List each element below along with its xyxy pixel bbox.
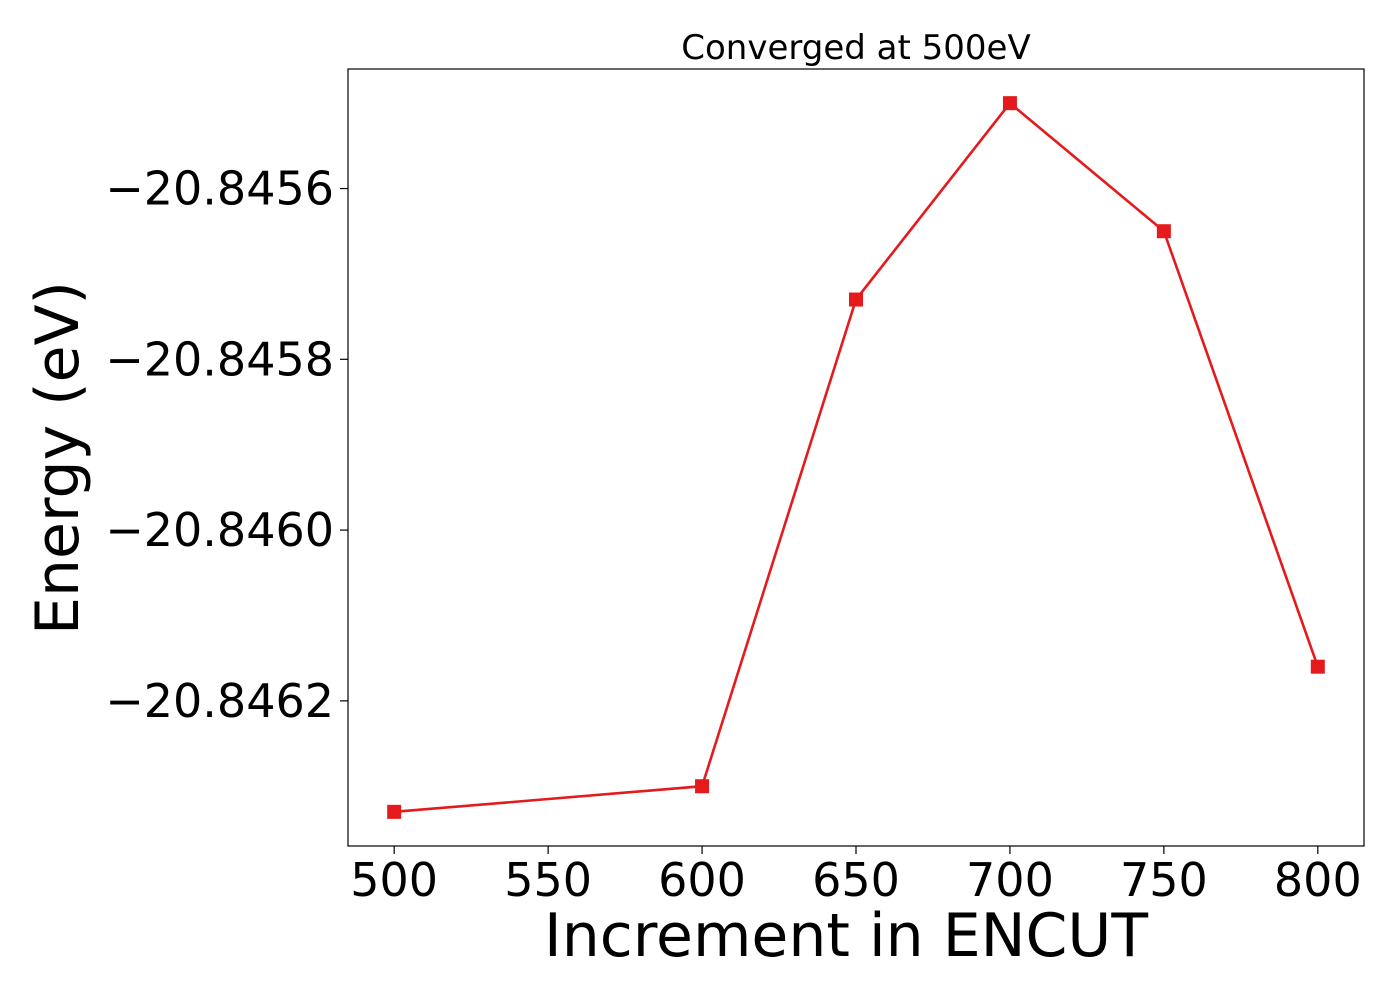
data-point-marker xyxy=(1310,659,1325,674)
x-tick-label: 650 xyxy=(812,853,900,907)
x-tick-label: 700 xyxy=(966,853,1054,907)
x-tick-label: 750 xyxy=(1120,853,1208,907)
x-tick-label: 800 xyxy=(1274,853,1362,907)
x-tick-label: 600 xyxy=(658,853,746,907)
y-tick-label: −20.8458 xyxy=(105,332,334,386)
y-tick-label: −20.8456 xyxy=(105,162,334,216)
data-point-marker xyxy=(387,804,402,819)
series-markers xyxy=(387,96,1325,819)
data-point-marker xyxy=(1002,96,1017,111)
plot-area-frame xyxy=(347,68,1365,847)
x-tick-label: 550 xyxy=(504,853,592,907)
y-tick-label: −20.8462 xyxy=(105,674,334,728)
x-axis: 500 550 600 650 700 750 800 xyxy=(350,846,1362,907)
data-point-marker xyxy=(1156,224,1171,239)
y-axis: −20.8456 −20.8458 −20.8460 −20.8462 xyxy=(105,162,348,728)
data-point-marker xyxy=(695,779,710,794)
chart-title: Converged at 500eV xyxy=(681,28,1030,68)
y-axis-label: Energy (eV) xyxy=(23,281,93,635)
y-tick-label: −20.8460 xyxy=(105,503,334,557)
x-axis-label: Increment in ENCUT xyxy=(544,901,1148,971)
series-line xyxy=(394,101,1320,814)
data-point-marker xyxy=(849,292,863,307)
x-tick-label: 500 xyxy=(350,853,438,907)
